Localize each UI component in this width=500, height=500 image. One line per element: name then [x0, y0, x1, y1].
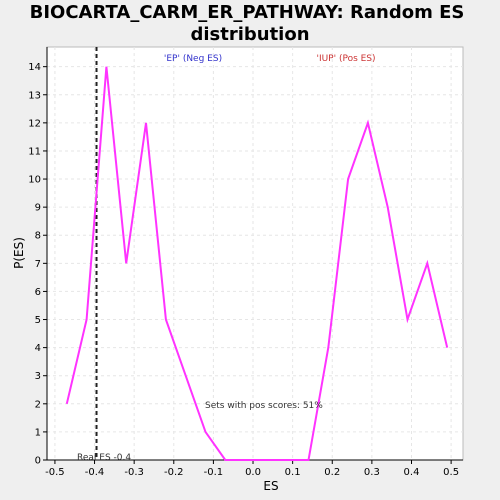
y-tick-label: 2 [35, 399, 41, 410]
x-tick-label: -0.3 [124, 467, 144, 478]
x-tick-label: 0.2 [324, 467, 340, 478]
y-tick-label: 5 [35, 315, 41, 326]
x-tick-label: 0.5 [443, 467, 459, 478]
x-tick-label: -0.4 [85, 467, 105, 478]
neg-es-label: 'EP' (Neg ES) [164, 54, 222, 64]
y-tick-label: 10 [28, 175, 41, 186]
y-tick-label: 1 [35, 427, 41, 438]
x-tick-label: 0.0 [245, 467, 261, 478]
real-es-label: Real ES -0.4 [77, 453, 131, 463]
y-tick-label: 11 [28, 146, 41, 157]
y-tick-label: 7 [35, 259, 41, 270]
chart-title-line2: distribution [190, 24, 309, 45]
y-tick-label: 3 [35, 371, 41, 382]
y-tick-label: 8 [35, 231, 41, 242]
x-axis-label: ES [263, 479, 278, 493]
pos-es-label: 'IUP' (Pos ES) [316, 54, 375, 64]
x-tick-label: -0.1 [204, 467, 224, 478]
y-tick-label: 4 [35, 343, 41, 354]
y-tick-label: 14 [28, 62, 41, 73]
y-tick-label: 0 [35, 456, 41, 467]
x-tick-label: -0.5 [45, 467, 65, 478]
y-tick-label: 6 [35, 287, 41, 298]
y-tick-label: 13 [28, 90, 41, 101]
x-tick-label: -0.2 [164, 467, 184, 478]
x-tick-label: 0.1 [285, 467, 301, 478]
y-tick-label: 12 [28, 118, 41, 129]
y-axis-label: P(ES) [12, 237, 26, 269]
x-tick-label: 0.3 [364, 467, 380, 478]
y-tick-label: 9 [35, 203, 41, 214]
chart-title-line1: BIOCARTA_CARM_ER_PATHWAY: Random ES [30, 2, 465, 23]
pos-scores-label: Sets with pos scores: 51% [205, 401, 323, 411]
plot-area [47, 47, 463, 460]
x-tick-label: 0.4 [404, 467, 420, 478]
